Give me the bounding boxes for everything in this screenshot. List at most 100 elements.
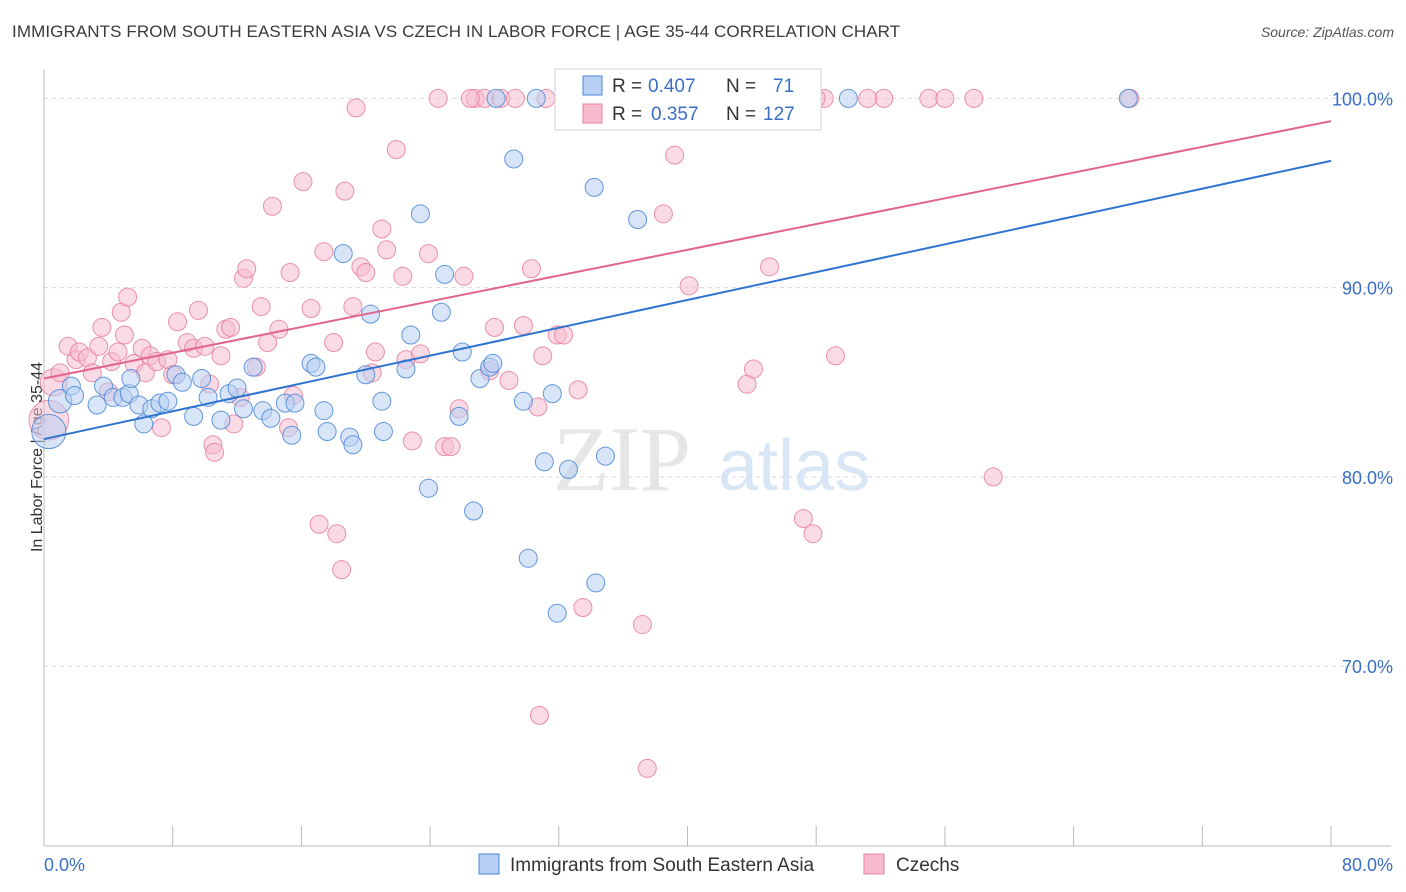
data-point-pink (251, 297, 271, 317)
data-point-blue (243, 357, 263, 377)
data-point-pink (418, 244, 438, 264)
data-point-pink (309, 514, 329, 534)
data-point-pink (393, 266, 413, 286)
data-point-pink (803, 524, 823, 544)
data-point-blue (526, 88, 546, 108)
data-point-pink (114, 325, 134, 345)
data-point-blue (373, 422, 393, 442)
data-point-pink (372, 219, 392, 239)
data-point-blue (513, 391, 533, 411)
data-point-blue (504, 149, 524, 169)
data-point-pink (533, 346, 553, 366)
x-tick-label: 80.0% (1342, 855, 1393, 875)
data-point-blue (628, 210, 648, 230)
data-point-pink (365, 342, 385, 362)
stats-swatch-pink (582, 103, 603, 124)
data-point-pink (874, 88, 894, 108)
data-point-blue (586, 573, 606, 593)
data-point-pink (356, 263, 376, 283)
data-point-pink (529, 705, 549, 725)
data-point-blue (418, 478, 438, 498)
data-point-blue (542, 384, 562, 404)
y-tick-label: 70.0% (1342, 657, 1393, 677)
data-point-pink (92, 317, 112, 337)
data-point-blue (464, 501, 484, 521)
data-point-blue (31, 413, 67, 450)
data-point-blue (227, 378, 247, 398)
data-point-pink (211, 346, 231, 366)
trend-line-blue (43, 159, 1332, 441)
data-point-pink (280, 263, 300, 283)
data-point-pink (89, 336, 109, 356)
data-point-blue (518, 548, 538, 568)
stats-r-label-2: R = (612, 104, 642, 125)
stats-n-label-1: N = (726, 76, 756, 97)
data-point-blue (486, 88, 506, 108)
legend-label-pink: Czechs (896, 855, 959, 876)
data-point-pink (168, 312, 188, 332)
data-point-pink (935, 88, 955, 108)
stats-r-value-2: 0.357 (651, 104, 699, 125)
trend-lines (43, 120, 1332, 441)
data-point-pink (743, 359, 763, 379)
data-point-pink (505, 88, 525, 108)
data-point-blue (595, 446, 615, 466)
x-tick-label: 0.0% (44, 855, 85, 875)
data-point-pink (293, 172, 313, 192)
data-point-pink (428, 88, 448, 108)
data-point-blue (1118, 88, 1138, 108)
legend-swatch-blue (478, 853, 500, 875)
data-point-pink (441, 437, 461, 457)
data-point-blue (282, 425, 302, 445)
data-point-pink (632, 615, 652, 635)
data-point-pink (665, 145, 685, 165)
trend-line-pink (43, 120, 1332, 380)
data-point-blue (372, 391, 392, 411)
data-point-pink (793, 509, 813, 529)
data-point-blue (306, 357, 326, 377)
data-point-pink (568, 380, 588, 400)
data-point-blue (435, 264, 455, 284)
data-point-pink (346, 98, 366, 118)
legend-label-blue: Immigrants from South Eastern Asia (510, 855, 815, 876)
data-point-pink (983, 467, 1003, 487)
legend-swatch-pink (863, 853, 885, 875)
data-point-pink (573, 598, 593, 618)
data-point-pink (118, 287, 138, 307)
data-point-blue (483, 353, 503, 373)
data-point-pink (324, 333, 344, 353)
source-credit: Source: ZipAtlas.com (1260, 24, 1394, 40)
data-point-pink (335, 181, 355, 201)
stats-n-label-2: N = (726, 104, 756, 125)
data-point-blue (449, 406, 469, 426)
data-point-blue (158, 391, 178, 411)
data-points (28, 88, 1140, 778)
data-point-pink (679, 276, 699, 296)
data-point-blue (343, 435, 363, 455)
data-point-blue (261, 408, 281, 428)
data-point-pink (760, 257, 780, 277)
data-point-blue (184, 406, 204, 426)
data-point-pink (454, 266, 474, 286)
y-tick-label: 90.0% (1342, 279, 1393, 299)
data-point-blue (233, 399, 253, 419)
data-point-blue (317, 422, 337, 442)
data-point-pink (653, 204, 673, 224)
data-point-pink (521, 259, 541, 279)
data-point-blue (410, 204, 430, 224)
data-point-blue (285, 393, 305, 413)
data-point-pink (332, 560, 352, 580)
grid-lines (44, 97, 1391, 667)
data-point-blue (584, 177, 604, 197)
watermark-atlas: atlas (718, 426, 870, 506)
data-point-blue (172, 372, 192, 392)
data-point-pink (205, 442, 225, 462)
data-point-blue (314, 401, 334, 421)
stats-n-value-2: 127 (763, 104, 795, 125)
data-point-blue (547, 603, 567, 623)
stats-n-value-1: 71 (773, 76, 794, 97)
data-point-pink (919, 88, 939, 108)
tick-labels: 70.0% 80.0% 90.0% 100.0% 0.0% 80.0% (44, 89, 1393, 875)
data-point-pink (151, 418, 171, 438)
